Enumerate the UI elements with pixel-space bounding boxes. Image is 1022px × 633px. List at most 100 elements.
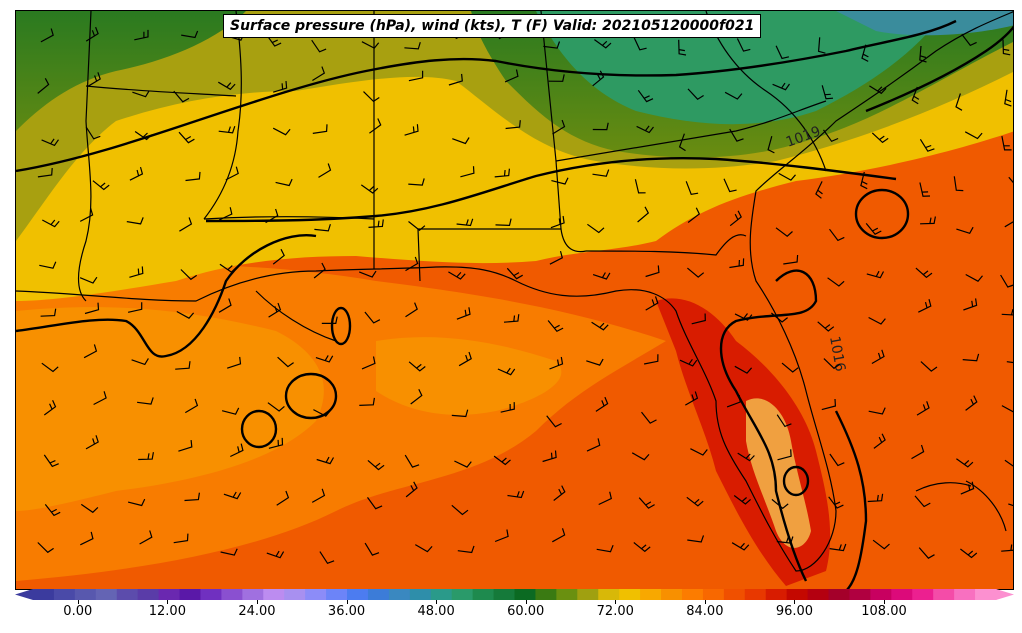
wind-barb <box>821 398 837 411</box>
wind-barb <box>448 271 466 280</box>
colorbar-tick-mark <box>794 600 796 604</box>
wind-barb <box>132 90 150 98</box>
wind-barb <box>313 409 331 417</box>
map-title: Surface pressure (hPa), wind (kts), T (F… <box>223 14 762 38</box>
wind-barb <box>318 163 332 178</box>
colorbar-extend-high <box>996 589 1014 600</box>
wind-barb <box>217 81 236 91</box>
wind-barb <box>636 125 654 134</box>
wind-barb <box>553 485 566 501</box>
wind-barb <box>685 391 699 406</box>
colorbar-cell <box>179 589 201 600</box>
wind-barb <box>360 184 379 194</box>
wind-barb <box>867 493 884 503</box>
wind-barb <box>592 70 605 87</box>
wind-barb <box>219 263 237 273</box>
colorbar-cell <box>765 589 788 600</box>
wind-barb <box>776 414 792 428</box>
colorbar-cell <box>388 589 411 600</box>
wind-barb <box>37 78 50 94</box>
isobar-label-1016: 1016 <box>826 335 848 373</box>
colorbar-tick-mark <box>256 600 258 604</box>
wind-barb <box>731 542 750 551</box>
wind-barb <box>180 269 198 281</box>
wind-barb <box>783 254 799 265</box>
wind-barb <box>358 270 377 278</box>
wind-barb <box>319 551 335 565</box>
colorbar-cell <box>137 589 160 600</box>
colorbar-cell <box>619 589 641 600</box>
colorbar-tick-label: 96.00 <box>775 604 814 619</box>
temperature-hottest-florida <box>746 398 811 548</box>
wind-barb <box>218 298 232 313</box>
wind-barb <box>687 535 705 543</box>
wind-barb <box>729 128 744 142</box>
wind-barb <box>687 267 705 278</box>
wind-barb <box>829 453 845 467</box>
colorbar-cell <box>577 589 599 600</box>
wind-barb <box>175 361 191 370</box>
colorbar-cell <box>33 589 55 600</box>
colorbar-tick-label: 36.00 <box>327 604 366 619</box>
wind-barb <box>551 177 569 185</box>
colorbar-tick-label: 84.00 <box>686 604 724 619</box>
wind-barb <box>494 529 509 543</box>
colorbar-cell <box>430 589 453 600</box>
wind-barb <box>633 542 651 553</box>
wind-barb <box>552 528 566 543</box>
temperature-colorbar <box>15 589 1014 600</box>
colorbar-tick-label: 0.00 <box>63 604 93 619</box>
colorbar-cell <box>158 589 181 600</box>
wind-barb <box>1006 361 1013 364</box>
wind-barb <box>452 137 470 145</box>
wind-barb <box>595 396 609 412</box>
wind-barb <box>868 407 886 415</box>
wind-barb <box>962 353 980 362</box>
wind-barb <box>311 39 327 53</box>
wind-barb <box>594 39 612 49</box>
wind-barb <box>92 180 110 191</box>
wind-barb <box>458 351 472 367</box>
wind-barb <box>87 72 101 87</box>
wind-barb <box>547 320 564 333</box>
wind-barb <box>266 550 285 559</box>
wind-barb <box>369 118 382 134</box>
colorbar-tick-label: 48.00 <box>417 604 455 619</box>
wind-barb <box>80 503 99 514</box>
wind-barb <box>137 397 154 405</box>
wind-barb <box>359 397 375 406</box>
wind-barb <box>643 354 659 365</box>
wind-barb <box>126 217 144 225</box>
wind-barb <box>865 223 882 235</box>
wind-barb <box>645 265 660 278</box>
colorbar-cell <box>556 589 578 600</box>
wind-barb <box>771 498 789 510</box>
wind-barb <box>771 312 788 323</box>
colorbar-tick-mark <box>77 600 79 604</box>
wind-barb <box>506 267 523 280</box>
wind-barb <box>134 131 153 141</box>
wind-barb <box>1000 274 1013 288</box>
colorbar-tick-label: 72.00 <box>596 604 634 619</box>
colorbar-tick-label: 108.00 <box>861 604 907 619</box>
colorbar-cell <box>954 589 976 600</box>
wind-barb <box>494 168 510 178</box>
wind-barb <box>139 530 153 545</box>
wind-barb <box>550 215 565 229</box>
wind-barb <box>456 307 471 320</box>
wind-barb <box>829 543 847 552</box>
wind-barb <box>1004 89 1012 107</box>
wind-barb <box>961 33 977 47</box>
wind-barb <box>641 411 657 424</box>
wind-barb <box>685 181 699 195</box>
wind-barb <box>598 491 612 506</box>
wind-barb <box>775 45 790 60</box>
wind-barb <box>691 313 706 325</box>
isobar-low-2 <box>240 409 278 449</box>
wind-barb <box>956 226 974 235</box>
wind-barb <box>955 93 963 111</box>
wind-barb <box>963 298 978 311</box>
wind-barb <box>404 124 419 136</box>
colorbar-cell <box>661 589 683 600</box>
colorbar-cell <box>744 589 767 600</box>
